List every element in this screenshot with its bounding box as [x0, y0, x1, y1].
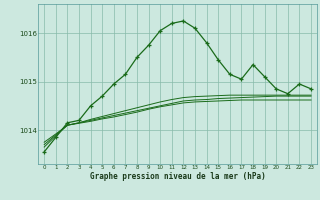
X-axis label: Graphe pression niveau de la mer (hPa): Graphe pression niveau de la mer (hPa) [90, 172, 266, 181]
